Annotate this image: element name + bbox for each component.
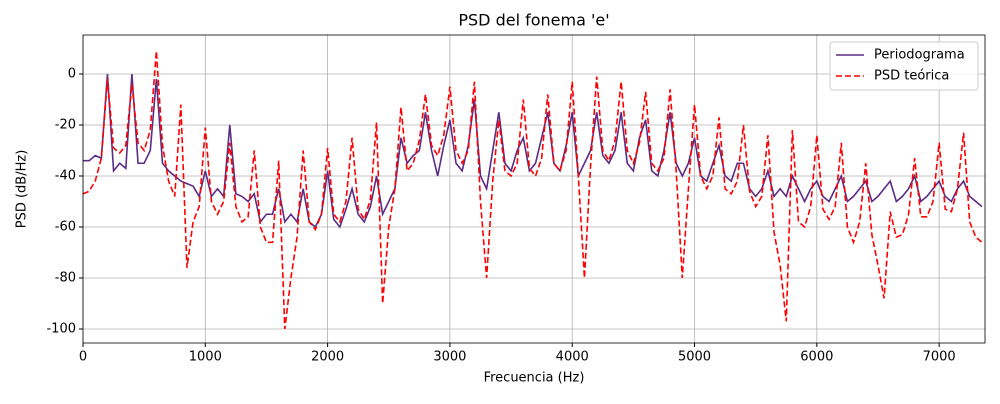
y-tick-label: -100: [46, 321, 76, 336]
x-tick-label: 4000: [556, 350, 589, 365]
x-tick-label: 0: [79, 350, 87, 365]
y-tick-label: -20: [55, 118, 76, 133]
x-tick-label: 7000: [923, 350, 956, 365]
legend-box: [829, 41, 979, 91]
y-tick-label: 0: [68, 67, 76, 82]
x-tick-label: 2000: [311, 350, 344, 365]
legend-label: PSD teórica: [874, 69, 949, 84]
x-axis-label: Frecuencia (Hz): [484, 371, 585, 386]
x-tick-label: 5000: [678, 350, 711, 365]
y-tick-label: -60: [55, 219, 76, 234]
series-line: [83, 51, 983, 330]
x-tick-label: 6000: [800, 350, 833, 365]
y-tick-label: -40: [55, 168, 76, 183]
legend-label: Periodograma: [874, 48, 965, 63]
x-tick-label: 1000: [189, 350, 222, 365]
y-axis-label: PSD (dB/Hz): [15, 150, 30, 229]
plot-frame: [82, 34, 986, 344]
series-line: [83, 73, 983, 229]
y-tick-label: -80: [55, 270, 76, 285]
chart-title: PSD del fonema 'e': [458, 11, 609, 30]
x-tick-label: 3000: [433, 350, 466, 365]
